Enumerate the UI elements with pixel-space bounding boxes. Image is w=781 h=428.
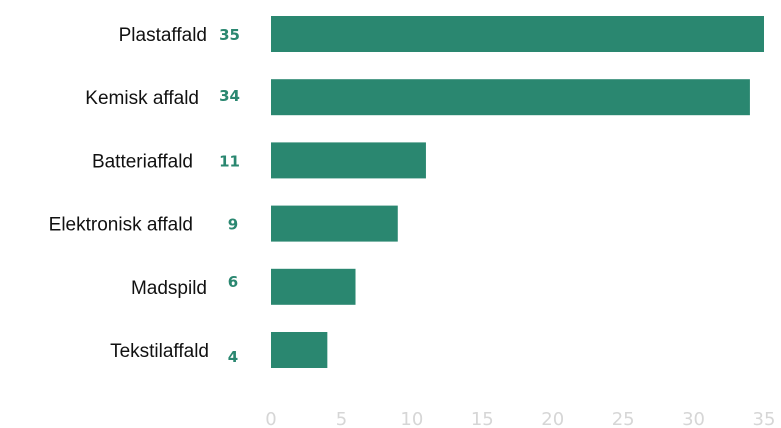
category-label: Batteriaffald: [92, 151, 193, 172]
bar-3: [271, 205, 398, 242]
value-label: 34: [219, 87, 240, 105]
value-label: 6: [228, 273, 238, 291]
bar-0: [271, 16, 764, 52]
category-label: Plastaffald: [119, 25, 207, 46]
value-label: 11: [219, 152, 240, 170]
bar-5: [271, 332, 328, 368]
category-labels: Plastaffald Kemisk affald Batteriaffald Ele…: [49, 25, 209, 362]
bars: [271, 16, 764, 368]
x-tick-label: 30: [682, 409, 705, 428]
category-label: Kemisk affald: [85, 88, 199, 109]
x-tick-label: 20: [541, 409, 564, 428]
x-tick-label: 0: [265, 409, 276, 428]
x-tick-label: 5: [336, 409, 347, 428]
value-label: 4: [228, 348, 238, 366]
category-label: Tekstilaffald: [110, 341, 209, 362]
category-label: Elektronisk affald: [49, 215, 193, 236]
bar-4: [271, 268, 356, 305]
bar-1: [271, 79, 750, 116]
x-tick-label: 15: [471, 409, 494, 428]
category-label: Madspild: [131, 278, 207, 299]
value-label: 35: [219, 26, 240, 44]
x-tick-label: 10: [400, 409, 423, 428]
bar-2: [271, 142, 426, 179]
value-label: 9: [228, 216, 238, 234]
x-axis-ticks: 0 5 10 15 20 25 30 35: [265, 409, 775, 428]
value-labels: 35 34 11 9 6 4: [219, 26, 240, 366]
x-tick-label: 25: [612, 409, 635, 428]
x-tick-label: 35: [753, 409, 776, 428]
